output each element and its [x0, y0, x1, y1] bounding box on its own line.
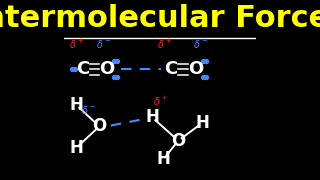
Text: H: H	[69, 96, 83, 114]
Text: H: H	[196, 114, 209, 132]
Text: C: C	[164, 60, 177, 78]
Text: O: O	[188, 60, 203, 78]
Text: $\delta^-$: $\delta^-$	[81, 104, 96, 116]
Text: $\delta^-$: $\delta^-$	[96, 38, 111, 50]
Text: H: H	[145, 109, 159, 127]
Text: $\delta^+$: $\delta^+$	[153, 95, 167, 108]
Text: H: H	[157, 150, 171, 168]
Text: O: O	[100, 60, 115, 78]
Text: $\delta^+$: $\delta^+$	[157, 38, 172, 51]
Text: $\delta^+$: $\delta^+$	[69, 38, 84, 51]
Text: C: C	[76, 60, 90, 78]
Text: Intermolecular Forces: Intermolecular Forces	[0, 4, 320, 33]
Text: O: O	[171, 132, 185, 150]
Text: H: H	[69, 139, 83, 157]
Text: O: O	[92, 117, 107, 135]
Text: $\delta^-$: $\delta^-$	[193, 38, 208, 50]
